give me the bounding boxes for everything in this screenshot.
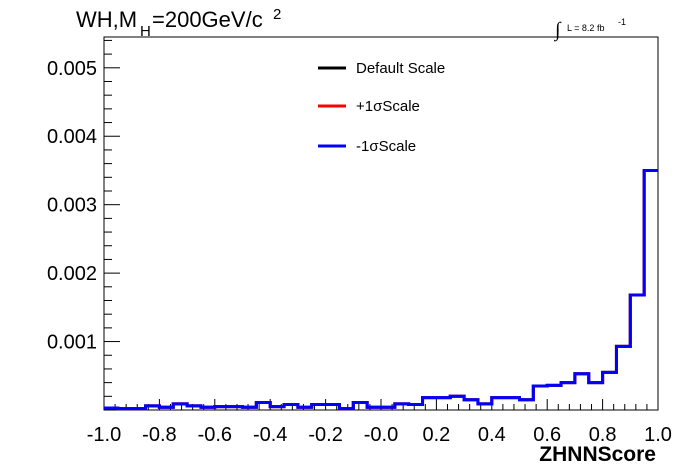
luminosity-label: ∫ L = 8.2 fb -1 xyxy=(553,17,626,42)
x-axis-title: ZHNNScore xyxy=(539,443,656,466)
legend-entry: -1σScale xyxy=(356,138,416,155)
luminosity-superscript: -1 xyxy=(618,17,626,27)
legend-entry: Default Scale xyxy=(356,60,445,77)
y-tick-label: 0.004 xyxy=(47,126,97,148)
legend: Default Scale +1σScale -1σScale xyxy=(318,60,445,155)
chart-title: WH,M H =200GeV/c 2 xyxy=(76,6,281,40)
series-line-2 xyxy=(104,168,658,411)
title-suffix: =200GeV/c xyxy=(152,7,263,32)
title-prefix: WH,M xyxy=(76,7,137,32)
x-tick-label: -0.8 xyxy=(142,424,176,446)
frame xyxy=(103,36,659,411)
x-tick-label: -0.2 xyxy=(308,424,342,446)
x-tick-label: -1.0 xyxy=(87,424,121,446)
y-tick-label: 0.005 xyxy=(47,58,97,80)
x-tick-label: 0.4 xyxy=(478,424,506,446)
integral-sign: ∫ xyxy=(553,19,562,42)
y-tick-label: 0.003 xyxy=(47,195,97,217)
x-tick-label: 0.8 xyxy=(589,424,617,446)
legend-entry: +1σScale xyxy=(356,98,420,115)
x-tick-label: -0.6 xyxy=(198,424,232,446)
title-subscript: H xyxy=(140,23,151,40)
y-tick-label: 0.002 xyxy=(47,263,97,285)
x-tick-label: 1.0 xyxy=(644,424,672,446)
y-tick-label: 0.001 xyxy=(47,332,97,354)
y-axis-ticks: 0.001 0.002 0.003 0.004 0.005 xyxy=(47,39,120,397)
title-superscript: 2 xyxy=(273,6,281,23)
luminosity-text: L = 8.2 fb xyxy=(567,23,604,33)
x-tick-label: 0.6 xyxy=(533,424,561,446)
x-tick-label: 0.2 xyxy=(422,424,450,446)
series-layer xyxy=(104,168,658,411)
x-tick-label: -0.0 xyxy=(364,424,398,446)
x-tick-label: -0.4 xyxy=(253,424,287,446)
x-axis-ticks: -1.0 -0.8 -0.6 -0.4 -0.2 -0.0 0.2 0.4 0.6 0.8 1.0 xyxy=(87,399,672,446)
